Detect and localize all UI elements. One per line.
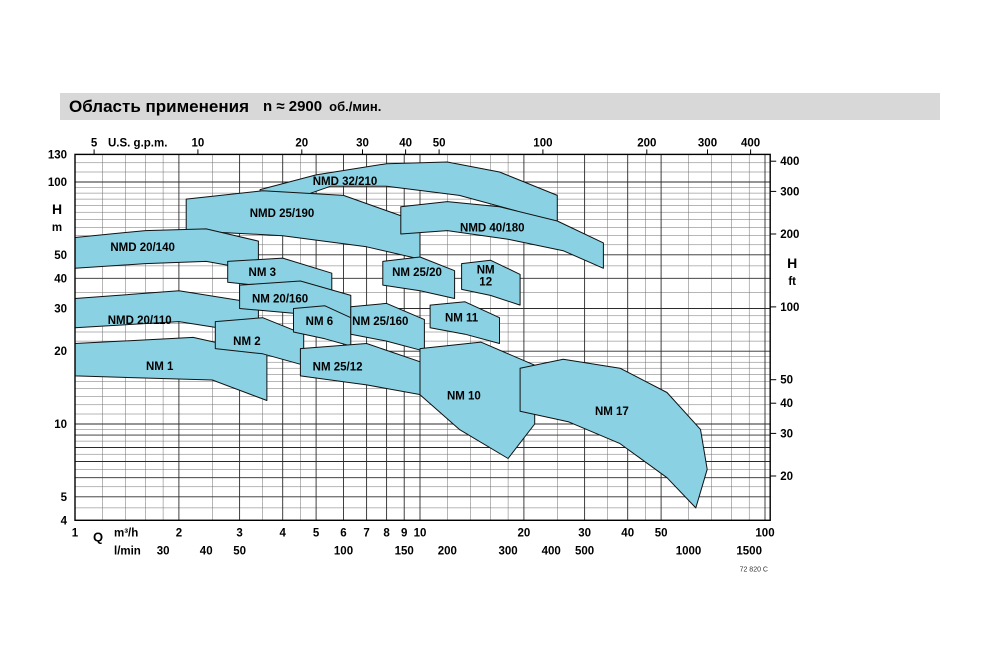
usgpm-tick-label: 100 (533, 137, 552, 149)
h-m-tick-label: 30 (54, 304, 67, 316)
region-label: NM 20/160 (252, 294, 308, 306)
h-ft-tick-label: 50 (780, 375, 793, 387)
rpm-value: n ≈ 2900 (263, 98, 323, 115)
region-label: NM 3 (249, 267, 276, 279)
usgpm-tick-label: 20 (295, 137, 308, 149)
region-labels: NMD 32/210 NMD 25/190 NMD 40/180 NMD 20/140… (108, 176, 629, 418)
h-m-tick-label: 50 (54, 250, 67, 262)
region-label: NMD 40/180 (460, 222, 525, 234)
region-label: NMD 20/140 (110, 242, 175, 254)
region-nm-25-20 (382, 256, 456, 299)
region-label: NM 12 (477, 265, 495, 289)
h-m-tick-label: 10 (54, 419, 67, 431)
q-m3h-tick-label: 3 (236, 527, 242, 539)
region-label: NM 6 (306, 316, 333, 328)
q-axis-caption: Q (93, 529, 103, 544)
q-lmin-tick-label: 100 (334, 545, 353, 557)
region-label: NM 25/12 (313, 361, 363, 373)
h-m-tick-label: 130 (48, 149, 67, 161)
h-m-tick-label: 100 (48, 177, 67, 189)
region-label: NM 1 (146, 361, 174, 373)
h-ft-axis-unit: ft (788, 276, 796, 288)
region-nm-10 (419, 341, 536, 459)
region-label: NM 25/20 (392, 267, 442, 279)
q-m3h-tick-label: 5 (313, 527, 320, 539)
q-m3h-tick-label: 9 (401, 527, 407, 539)
q-lmin-tick-label: 30 (157, 545, 170, 557)
usgpm-tick-label: 300 (698, 137, 717, 149)
usgpm-axis-caption: U.S. g.p.m. (108, 137, 167, 149)
h-ft-tick-label: 30 (780, 428, 793, 440)
q-m3h-tick-label: 1 (72, 527, 79, 539)
usgpm-tick-label: 10 (192, 137, 205, 149)
q-lmin-tick-label: 400 (542, 545, 561, 557)
chart-frame (74, 153, 771, 521)
usgpm-tick-label: 5 (91, 137, 98, 149)
region-label: NM 25/160 (352, 316, 408, 328)
h-m-tick-label: 40 (54, 273, 67, 285)
q-lmin-tick-label: 150 (395, 545, 414, 557)
h-ft-axis-caption: H (787, 255, 797, 271)
usgpm-tick-label: 50 (433, 137, 446, 149)
region-nm-12 (461, 259, 521, 306)
q-m3h-tick-label: 20 (518, 527, 531, 539)
q-lmin-unit: l/min (114, 545, 141, 557)
usgpm-tick-label: 200 (637, 137, 656, 149)
usgpm-tick-label: 40 (399, 137, 412, 149)
axis-right-ft: 400 300 200 100 50 40 30 20 Hft (770, 156, 799, 483)
region-nm-17 (519, 358, 708, 509)
drawing-number: 72 820 C (740, 566, 768, 573)
q-m3h-tick-label: 100 (755, 527, 774, 539)
h-ft-tick-label: 20 (780, 471, 793, 483)
region-label: NMD 32/210 (313, 176, 378, 188)
rpm-units: об./мин. (329, 99, 382, 114)
region-nm-11 (429, 301, 500, 344)
h-ft-tick-label: 100 (780, 302, 799, 314)
q-m3h-tick-label: 40 (621, 527, 634, 539)
page-title: Область применения (69, 96, 250, 116)
h-axis-caption: H (52, 201, 62, 217)
h-m-tick-label: 4 (61, 515, 68, 527)
q-lmin-tick-label: 500 (575, 545, 594, 557)
region-nmd-40-180 (400, 201, 604, 269)
q-lmin-tick-label: 1500 (736, 545, 762, 557)
h-m-tick-label: 20 (54, 346, 67, 358)
usgpm-tick-label: 30 (356, 137, 369, 149)
region-label: NM 17 (595, 406, 629, 418)
h-m-tick-label: 5 (61, 492, 68, 504)
q-m3h-tick-label: 7 (363, 527, 369, 539)
h-axis-unit: m (52, 222, 62, 234)
h-ft-tick-label: 300 (780, 186, 799, 198)
q-lmin-tick-label: 40 (200, 545, 213, 557)
q-m3h-tick-label: 4 (279, 527, 286, 539)
h-ft-tick-label: 40 (780, 398, 793, 410)
region-label: NM 10 (447, 391, 481, 403)
q-m3h-tick-label: 50 (655, 527, 668, 539)
q-m3h-tick-label: 6 (340, 527, 346, 539)
q-lmin-tick-label: 300 (499, 545, 518, 557)
q-lmin-tick-label: 1000 (676, 545, 702, 557)
q-m3h-tick-label: 2 (176, 527, 182, 539)
axis-top-usgpm: 5 10 20 30 40 50 100 200 300 400 U.S. g.p.m. (91, 137, 760, 155)
title-bar: Область применения n ≈ 2900 об./мин. (60, 93, 940, 120)
region-label: NM 2 (233, 336, 260, 348)
q-m3h-tick-label: 8 (383, 527, 390, 539)
axis-bottom-q: 1 2 3 4 5 6 7 8 9 10 20 30 40 50 100 Q m³/h 30 40 50 100 150 2… (72, 527, 775, 557)
region-label: NMD 20/110 (108, 315, 172, 327)
region-label: NMD 25/190 (250, 208, 315, 220)
h-ft-tick-label: 400 (780, 156, 799, 168)
h-ft-tick-label: 200 (780, 229, 799, 241)
region-label: NM 11 (445, 313, 479, 325)
q-m3h-tick-label: 10 (414, 527, 427, 539)
axis-left-m: 130 100 50 40 30 20 10 5 4 Hm (48, 149, 68, 527)
q-lmin-tick-label: 200 (438, 545, 457, 557)
pump-regions (74, 161, 708, 509)
q-m3h-tick-label: 30 (578, 527, 591, 539)
usgpm-tick-label: 400 (741, 137, 760, 149)
q-m3h-unit: m³/h (114, 527, 138, 539)
q-lmin-tick-label: 50 (233, 545, 246, 557)
